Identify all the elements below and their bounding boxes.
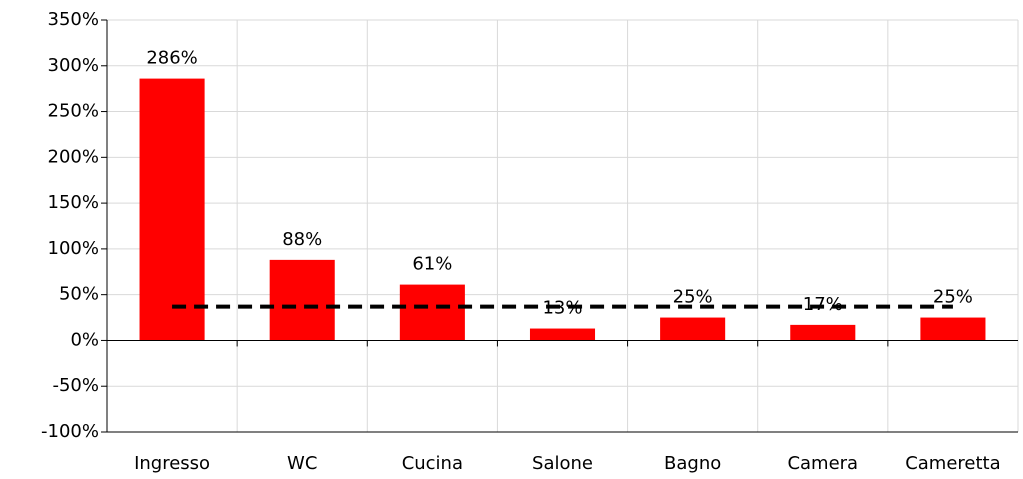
x-tick-label: Ingresso xyxy=(134,453,210,474)
y-tick-label: 0% xyxy=(70,329,99,350)
value-label: 25% xyxy=(673,287,713,308)
y-tick-label: 200% xyxy=(48,146,99,167)
x-tick-label: Salone xyxy=(532,453,593,474)
y-tick-label: -50% xyxy=(52,375,99,396)
x-tick-label: Bagno xyxy=(664,453,721,474)
bar xyxy=(790,324,856,341)
bar xyxy=(660,317,726,341)
x-tick-label: Cucina xyxy=(402,453,463,474)
value-label: 88% xyxy=(282,229,322,250)
y-tick-label: 150% xyxy=(48,192,99,213)
bar xyxy=(269,259,335,341)
bar xyxy=(399,284,465,341)
bar xyxy=(529,328,596,341)
bar xyxy=(920,317,986,341)
value-label: 25% xyxy=(933,287,973,308)
value-label: 286% xyxy=(146,48,197,69)
bar xyxy=(139,78,205,341)
x-tick-label: WC xyxy=(287,453,317,474)
y-tick-label: -100% xyxy=(41,421,99,442)
value-label: 13% xyxy=(542,298,582,319)
y-tick-label: 300% xyxy=(48,55,99,76)
y-tick-label: 50% xyxy=(59,284,99,305)
y-tick-label: 250% xyxy=(48,101,99,122)
value-label: 17% xyxy=(803,294,843,315)
value-label: 61% xyxy=(412,254,452,275)
y-tick-label: 350% xyxy=(48,9,99,30)
y-tick-label: 100% xyxy=(48,238,99,259)
x-tick-label: Cameretta xyxy=(905,453,1000,474)
x-tick-label: Camera xyxy=(787,453,858,474)
